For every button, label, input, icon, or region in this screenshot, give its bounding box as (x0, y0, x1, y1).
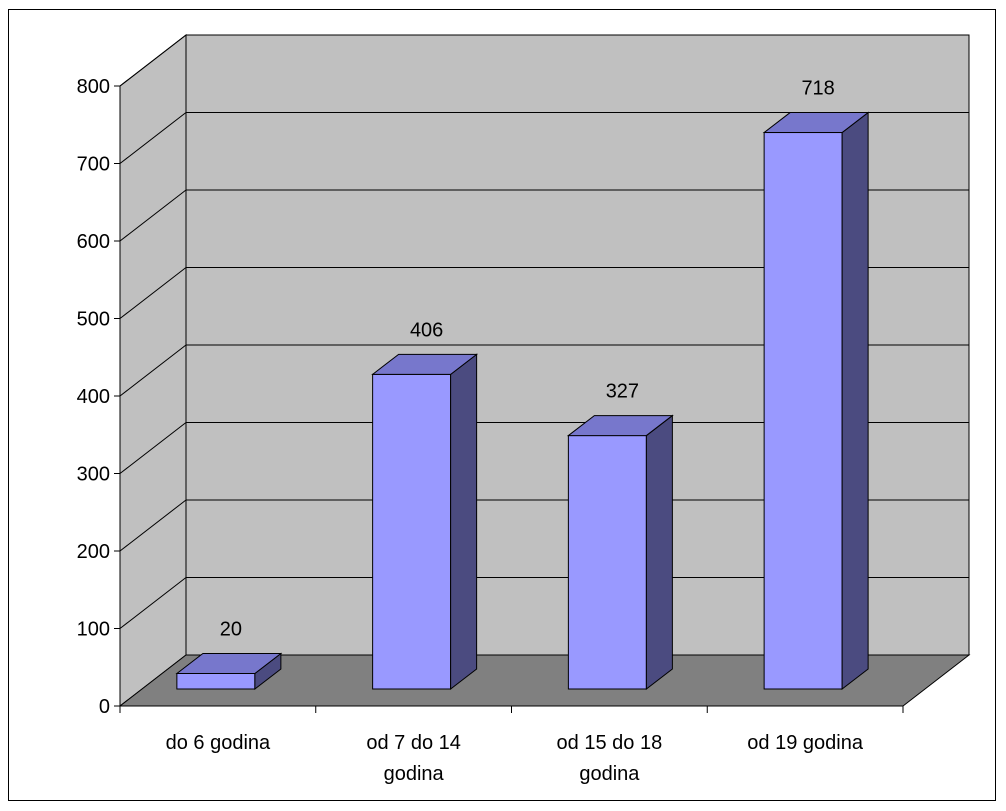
y-tick-label: 100 (77, 619, 110, 641)
bar-front (763, 132, 843, 690)
y-tick-label: 0 (99, 696, 110, 718)
y-tick-label: 600 (77, 231, 110, 253)
gridline-side (119, 499, 187, 552)
x-tick-label: od 15 do 18 (557, 732, 663, 754)
bar-side (841, 111, 869, 691)
y-tick-label: 700 (77, 154, 110, 176)
gridline-side (119, 344, 187, 397)
gridline-side (119, 189, 187, 242)
bar-front (176, 673, 256, 690)
y-tick-label: 200 (77, 541, 110, 563)
gridline-side (119, 267, 187, 319)
bar-top (566, 415, 674, 437)
y-tick-label: 300 (77, 464, 110, 486)
gridline-side (119, 112, 187, 164)
x-tick-label: godina (579, 763, 640, 785)
bar-top (175, 653, 283, 674)
data-label: 327 (606, 381, 639, 403)
x-tick-label: od 7 do 14 (366, 732, 461, 754)
bar-front (567, 435, 647, 690)
bar-top (762, 112, 870, 134)
bar-front (372, 373, 452, 690)
bar-side (645, 414, 673, 691)
x-tick-label: od 19 godina (747, 732, 864, 754)
gridline-side (119, 34, 187, 87)
y-tick-label: 400 (77, 386, 110, 408)
x-tick-label: godina (384, 763, 445, 785)
y-tick-label: 800 (77, 76, 110, 98)
bar-top (371, 353, 479, 375)
data-label: 406 (410, 319, 443, 341)
x-tick-label: do 6 godina (166, 732, 271, 754)
y-tick-label: 500 (77, 309, 110, 331)
gridline-side (119, 422, 187, 474)
data-label: 718 (801, 78, 834, 100)
gridline-side (119, 577, 187, 629)
data-label: 20 (220, 619, 242, 641)
bar-side (450, 353, 478, 691)
